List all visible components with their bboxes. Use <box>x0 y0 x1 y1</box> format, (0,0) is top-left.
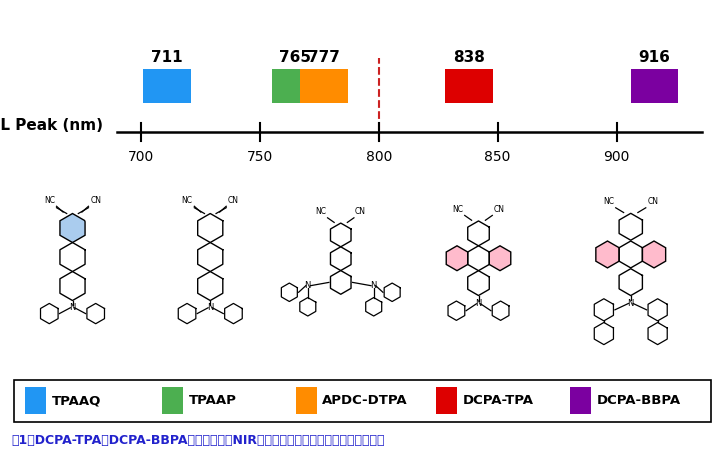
Text: 700: 700 <box>128 150 154 164</box>
Text: NC: NC <box>181 196 193 205</box>
Text: TPAAQ: TPAAQ <box>51 394 101 407</box>
Text: 711: 711 <box>152 50 183 65</box>
Bar <box>144 69 191 103</box>
Text: N: N <box>207 303 213 312</box>
Text: NC: NC <box>315 207 326 217</box>
Text: N: N <box>476 299 481 308</box>
Text: 765: 765 <box>279 50 312 65</box>
Text: 750: 750 <box>247 150 273 164</box>
Text: N: N <box>304 281 311 290</box>
Text: NC: NC <box>452 205 463 214</box>
Bar <box>14 380 710 423</box>
Polygon shape <box>446 246 468 271</box>
Text: APDC-DTPA: APDC-DTPA <box>323 394 408 407</box>
Polygon shape <box>642 241 666 268</box>
Text: N: N <box>70 303 75 312</box>
Bar <box>570 387 591 414</box>
Text: 图1：DCPA-TPA、DCPA-BBPA及相关报道的NIR发光材料的化学结构和电致发光峰値。: 图1：DCPA-TPA、DCPA-BBPA及相关报道的NIR发光材料的化学结构和… <box>11 434 384 446</box>
Text: CN: CN <box>355 207 366 217</box>
Text: 850: 850 <box>484 150 511 164</box>
Bar <box>631 69 679 103</box>
Bar <box>162 387 183 414</box>
Bar <box>436 387 457 414</box>
Text: 838: 838 <box>453 50 485 65</box>
Text: N: N <box>370 281 377 290</box>
Bar <box>296 387 317 414</box>
Bar <box>272 69 319 103</box>
Text: N: N <box>628 299 634 308</box>
Text: DCPA-TPA: DCPA-TPA <box>463 394 534 407</box>
Text: 777: 777 <box>308 50 340 65</box>
Text: DCPA-BBPA: DCPA-BBPA <box>597 394 681 407</box>
Text: CN: CN <box>647 197 658 206</box>
Text: CN: CN <box>228 196 239 205</box>
Polygon shape <box>596 241 619 268</box>
Bar <box>300 69 348 103</box>
Text: CN: CN <box>90 196 102 205</box>
Text: TPAAP: TPAAP <box>188 394 236 407</box>
Text: 800: 800 <box>365 150 392 164</box>
Text: 900: 900 <box>603 150 630 164</box>
Text: 916: 916 <box>639 50 671 65</box>
Bar <box>25 387 46 414</box>
Bar <box>445 69 493 103</box>
Polygon shape <box>489 246 511 271</box>
Text: NC: NC <box>44 196 55 205</box>
Text: NC: NC <box>603 197 614 206</box>
Text: EL Peak (nm): EL Peak (nm) <box>0 118 103 133</box>
Text: CN: CN <box>494 205 505 214</box>
Polygon shape <box>60 213 85 243</box>
